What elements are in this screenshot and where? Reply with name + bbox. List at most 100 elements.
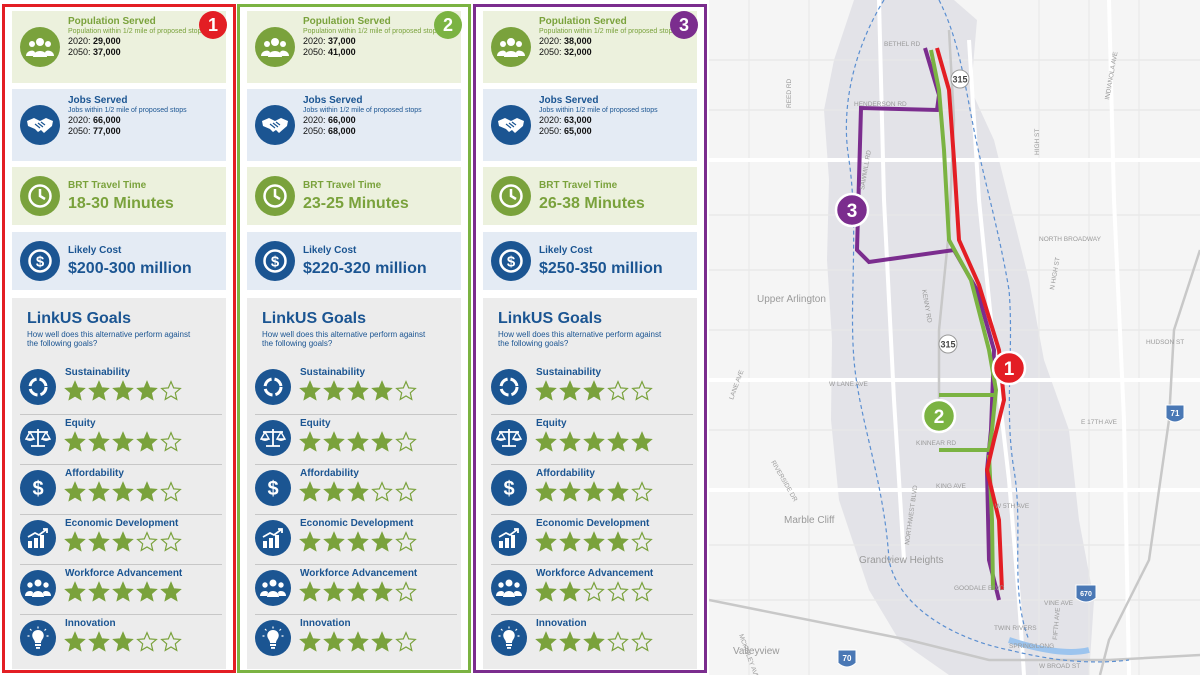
goal-row-equity: Equity xyxy=(255,414,457,462)
growth-chart-icon xyxy=(255,520,291,556)
star-filled-icon xyxy=(89,532,109,552)
goal-label: Affordability xyxy=(65,468,124,479)
star-rating xyxy=(535,431,653,453)
jobs-card: Jobs Served Jobs within 1/2 mile of prop… xyxy=(483,89,697,161)
route-315-shield-north: 315 xyxy=(950,69,970,89)
star-filled-icon xyxy=(300,532,320,552)
study-area xyxy=(824,0,1094,675)
population-subtitle: Population within 1/2 mile of proposed s… xyxy=(303,28,440,35)
route-map[interactable]: 1 2 3 315 315 71 670 70 xyxy=(709,0,1200,675)
star-filled-icon xyxy=(65,482,85,502)
star-empty-icon xyxy=(161,532,181,552)
handshake-icon xyxy=(20,105,60,145)
population-2020: 2020: 38,000 xyxy=(539,36,592,46)
star-filled-icon xyxy=(324,632,344,652)
goal-label: Innovation xyxy=(300,618,351,629)
svg-text:W LANE AVE: W LANE AVE xyxy=(829,381,869,388)
star-rating xyxy=(299,531,417,553)
star-filled-icon xyxy=(89,482,109,502)
travel-time-title: BRT Travel Time xyxy=(68,180,147,191)
alt1-map-badge[interactable]: 1 xyxy=(991,350,1027,386)
alternative-number-badge: 2 xyxy=(434,11,462,39)
svg-text:$: $ xyxy=(271,254,280,271)
svg-text:315: 315 xyxy=(952,75,967,85)
star-filled-icon xyxy=(300,482,320,502)
star-empty-icon xyxy=(632,482,652,502)
svg-text:INDIANOLA AVE: INDIANOLA AVE xyxy=(1104,51,1119,101)
star-filled-icon xyxy=(113,532,133,552)
goal-label: Affordability xyxy=(300,468,359,479)
star-filled-icon xyxy=(348,432,368,452)
goal-label: Economic Development xyxy=(536,518,650,529)
star-rating xyxy=(535,380,653,402)
goal-row-economic-development: Economic Development xyxy=(20,514,222,562)
svg-text:LANE AVE: LANE AVE xyxy=(728,369,745,401)
star-filled-icon xyxy=(137,381,157,401)
star-filled-icon xyxy=(89,582,109,602)
star-filled-icon xyxy=(584,432,604,452)
star-filled-icon xyxy=(324,582,344,602)
svg-text:HENDERSON RD: HENDERSON RD xyxy=(854,101,907,108)
star-filled-icon xyxy=(89,432,109,452)
goal-label: Economic Development xyxy=(65,518,179,529)
star-filled-icon xyxy=(536,532,556,552)
star-empty-icon xyxy=(161,432,181,452)
cost-card: $ Likely Cost $250-350 million xyxy=(483,232,697,290)
star-empty-icon xyxy=(632,632,652,652)
star-filled-icon xyxy=(560,381,580,401)
scales-icon xyxy=(491,420,527,456)
svg-text:VINE AVE: VINE AVE xyxy=(1044,600,1074,607)
jobs-subtitle: Jobs within 1/2 mile of proposed stops xyxy=(68,107,187,114)
star-empty-icon xyxy=(161,482,181,502)
star-rating xyxy=(299,631,417,653)
jobs-2050: 2050: 65,000 xyxy=(539,126,592,136)
population-2050: 2050: 37,000 xyxy=(68,47,121,57)
star-filled-icon xyxy=(348,582,368,602)
alt2-map-badge[interactable]: 2 xyxy=(921,398,957,434)
svg-text:Valleyview: Valleyview xyxy=(733,646,780,657)
travel-time-card: BRT Travel Time 23-25 Minutes xyxy=(247,167,461,225)
star-empty-icon xyxy=(161,381,181,401)
lightbulb-icon xyxy=(255,620,291,656)
star-filled-icon xyxy=(65,532,85,552)
star-empty-icon xyxy=(584,582,604,602)
goal-row-equity: Equity xyxy=(491,414,693,462)
goal-row-innovation: Innovation xyxy=(491,614,693,662)
olentangy-river xyxy=(938,0,1030,641)
dollar-icon: $ xyxy=(20,470,56,506)
svg-text:KING AVE: KING AVE xyxy=(936,483,967,490)
svg-text:HIGH ST: HIGH ST xyxy=(1034,129,1041,155)
star-filled-icon xyxy=(137,582,157,602)
interstate-670-shield: 670 xyxy=(1075,584,1097,603)
travel-time-card: BRT Travel Time 18-30 Minutes xyxy=(12,167,226,225)
star-filled-icon xyxy=(324,432,344,452)
star-filled-icon xyxy=(113,632,133,652)
star-filled-icon xyxy=(137,432,157,452)
star-filled-icon xyxy=(372,381,392,401)
alt3-map-badge[interactable]: 3 xyxy=(834,192,870,228)
goal-label: Workforce Advancement xyxy=(300,568,418,579)
travel-time-title: BRT Travel Time xyxy=(303,180,382,191)
people-icon xyxy=(491,27,531,67)
star-empty-icon xyxy=(396,582,416,602)
star-empty-icon xyxy=(396,381,416,401)
star-filled-icon xyxy=(324,532,344,552)
goal-row-innovation: Innovation xyxy=(20,614,222,662)
population-2050: 2050: 32,000 xyxy=(539,47,592,57)
star-filled-icon xyxy=(632,432,652,452)
svg-text:W BROAD ST: W BROAD ST xyxy=(1039,663,1080,670)
growth-chart-icon xyxy=(491,520,527,556)
goal-label: Economic Development xyxy=(300,518,414,529)
alt1-route xyxy=(935,47,1007,591)
travel-time-card: BRT Travel Time 26-38 Minutes xyxy=(483,167,697,225)
svg-text:$: $ xyxy=(503,478,514,500)
star-empty-icon xyxy=(396,632,416,652)
star-filled-icon xyxy=(560,632,580,652)
jobs-2050: 2050: 77,000 xyxy=(68,126,121,136)
svg-text:1: 1 xyxy=(1004,359,1015,380)
star-rating xyxy=(299,581,417,603)
star-filled-icon xyxy=(536,381,556,401)
svg-text:GOODALE BLVD: GOODALE BLVD xyxy=(954,585,1005,592)
star-empty-icon xyxy=(396,432,416,452)
star-rating xyxy=(64,380,182,402)
